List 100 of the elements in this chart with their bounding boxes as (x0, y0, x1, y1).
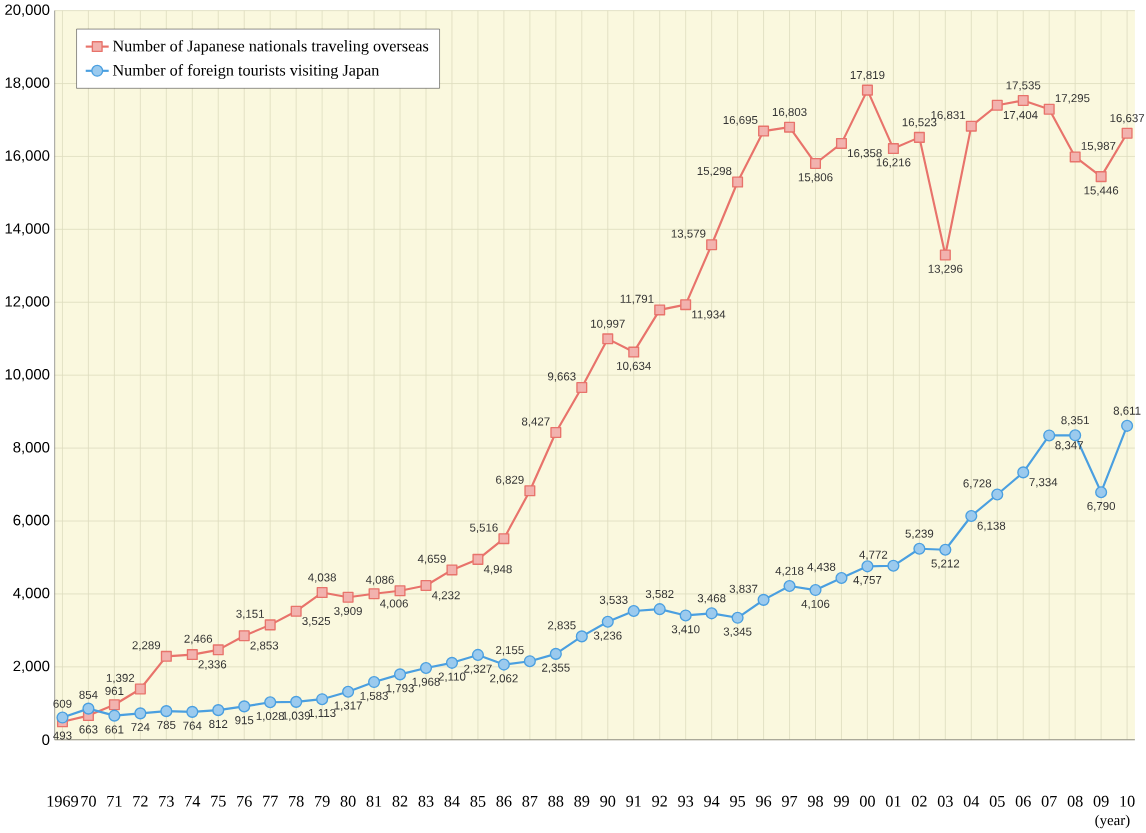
x-tick-label: 79 (315, 795, 330, 807)
data-label: 11,791 (620, 294, 654, 305)
data-label: 3,236 (593, 631, 622, 642)
data-label: 15,987 (1081, 141, 1116, 152)
point (784, 121, 796, 133)
point (835, 138, 847, 150)
data-label: 13,296 (928, 264, 963, 275)
data-label: 785 (157, 721, 176, 730)
point (861, 84, 873, 96)
point (524, 485, 536, 497)
x-tick-label: 76 (237, 795, 252, 807)
data-label: 4,038 (308, 573, 336, 583)
data-label: 3,151 (236, 609, 264, 620)
data-label: 1,039 (282, 711, 310, 722)
x-tick-label: 82 (392, 795, 408, 807)
point (835, 572, 848, 585)
point (82, 702, 95, 715)
data-label: 2,110 (438, 672, 466, 683)
point (498, 533, 510, 545)
point (1095, 486, 1108, 499)
point (939, 543, 952, 556)
x-tick-label: 94 (704, 795, 720, 807)
point (809, 158, 822, 170)
data-label: 5,239 (905, 529, 934, 540)
data-label: 16,695 (723, 116, 758, 126)
data-label: 13,579 (671, 229, 706, 240)
data-label: 1,028 (256, 712, 285, 722)
data-label: 493 (53, 731, 72, 740)
y-tick-label: 16,000 (5, 150, 50, 163)
data-label: 5,516 (469, 523, 498, 534)
x-tick-label: 81 (366, 795, 382, 807)
point (420, 580, 432, 592)
x-tick-label: 10 (1120, 795, 1135, 807)
data-label: 1,968 (412, 677, 440, 688)
data-label: 2,336 (198, 660, 227, 670)
data-label: 17,404 (1003, 111, 1038, 121)
point (134, 707, 147, 720)
point (706, 239, 718, 251)
point (1069, 429, 1082, 442)
data-label: 10,997 (591, 319, 625, 330)
point (394, 585, 406, 597)
point (212, 644, 224, 656)
x-tick-label: 80 (340, 795, 356, 807)
point (472, 553, 484, 566)
data-label: 2,835 (547, 621, 576, 631)
point (991, 99, 1003, 111)
data-label: 4,086 (365, 575, 394, 586)
data-label: 4,218 (775, 566, 804, 577)
point (471, 649, 484, 662)
data-label: 3,468 (697, 594, 726, 604)
x-tick-label: 08 (1067, 795, 1083, 807)
point (757, 593, 770, 607)
x-tick-label: 92 (652, 795, 667, 807)
point (602, 333, 614, 345)
point (419, 662, 433, 675)
data-label: 1,113 (309, 709, 336, 719)
y-tick-label: 18,000 (5, 77, 50, 90)
point (653, 603, 666, 616)
data-label: 17,535 (1006, 81, 1041, 91)
data-label: 724 (131, 723, 150, 732)
point (913, 542, 926, 555)
x-tick-label: 09 (1093, 795, 1109, 807)
point (290, 695, 303, 709)
data-label: 6,728 (963, 479, 992, 489)
x-tick-label: 07 (1041, 795, 1057, 807)
y-tick-label: 12,000 (5, 296, 50, 309)
point (134, 683, 146, 695)
point (783, 580, 796, 593)
point (160, 650, 172, 662)
y-tick-label: 4,000 (13, 587, 50, 601)
point (628, 346, 640, 358)
point (913, 131, 925, 144)
x-tick-label: 70 (81, 795, 96, 807)
data-label: 6,790 (1087, 502, 1116, 512)
data-label: 16,803 (772, 108, 807, 118)
data-label: 6,829 (496, 475, 524, 486)
data-label: 8,611 (1113, 406, 1141, 417)
point (238, 700, 251, 713)
data-label: 764 (183, 721, 202, 730)
data-label: 1,317 (334, 701, 362, 712)
data-label: 8,351 (1061, 416, 1089, 426)
data-label: 15,446 (1084, 186, 1119, 196)
point (549, 647, 562, 661)
data-label: 3,410 (671, 625, 700, 635)
y-tick-label: 0 (42, 734, 50, 746)
point (627, 605, 640, 618)
point (368, 676, 381, 689)
x-axis-title: (year) (1095, 814, 1130, 829)
x-tick-label: 78 (289, 795, 304, 807)
x-tick-label: 75 (211, 795, 226, 807)
point (497, 658, 510, 671)
point (654, 304, 666, 316)
point (965, 120, 977, 132)
x-tick-label: 1969 (47, 795, 79, 807)
data-label: 4,757 (853, 576, 882, 586)
x-tick-label: 88 (548, 795, 564, 807)
point (264, 696, 277, 709)
point (186, 649, 198, 661)
x-tick-label: 95 (730, 795, 746, 807)
x-tick-label: 86 (496, 795, 512, 807)
